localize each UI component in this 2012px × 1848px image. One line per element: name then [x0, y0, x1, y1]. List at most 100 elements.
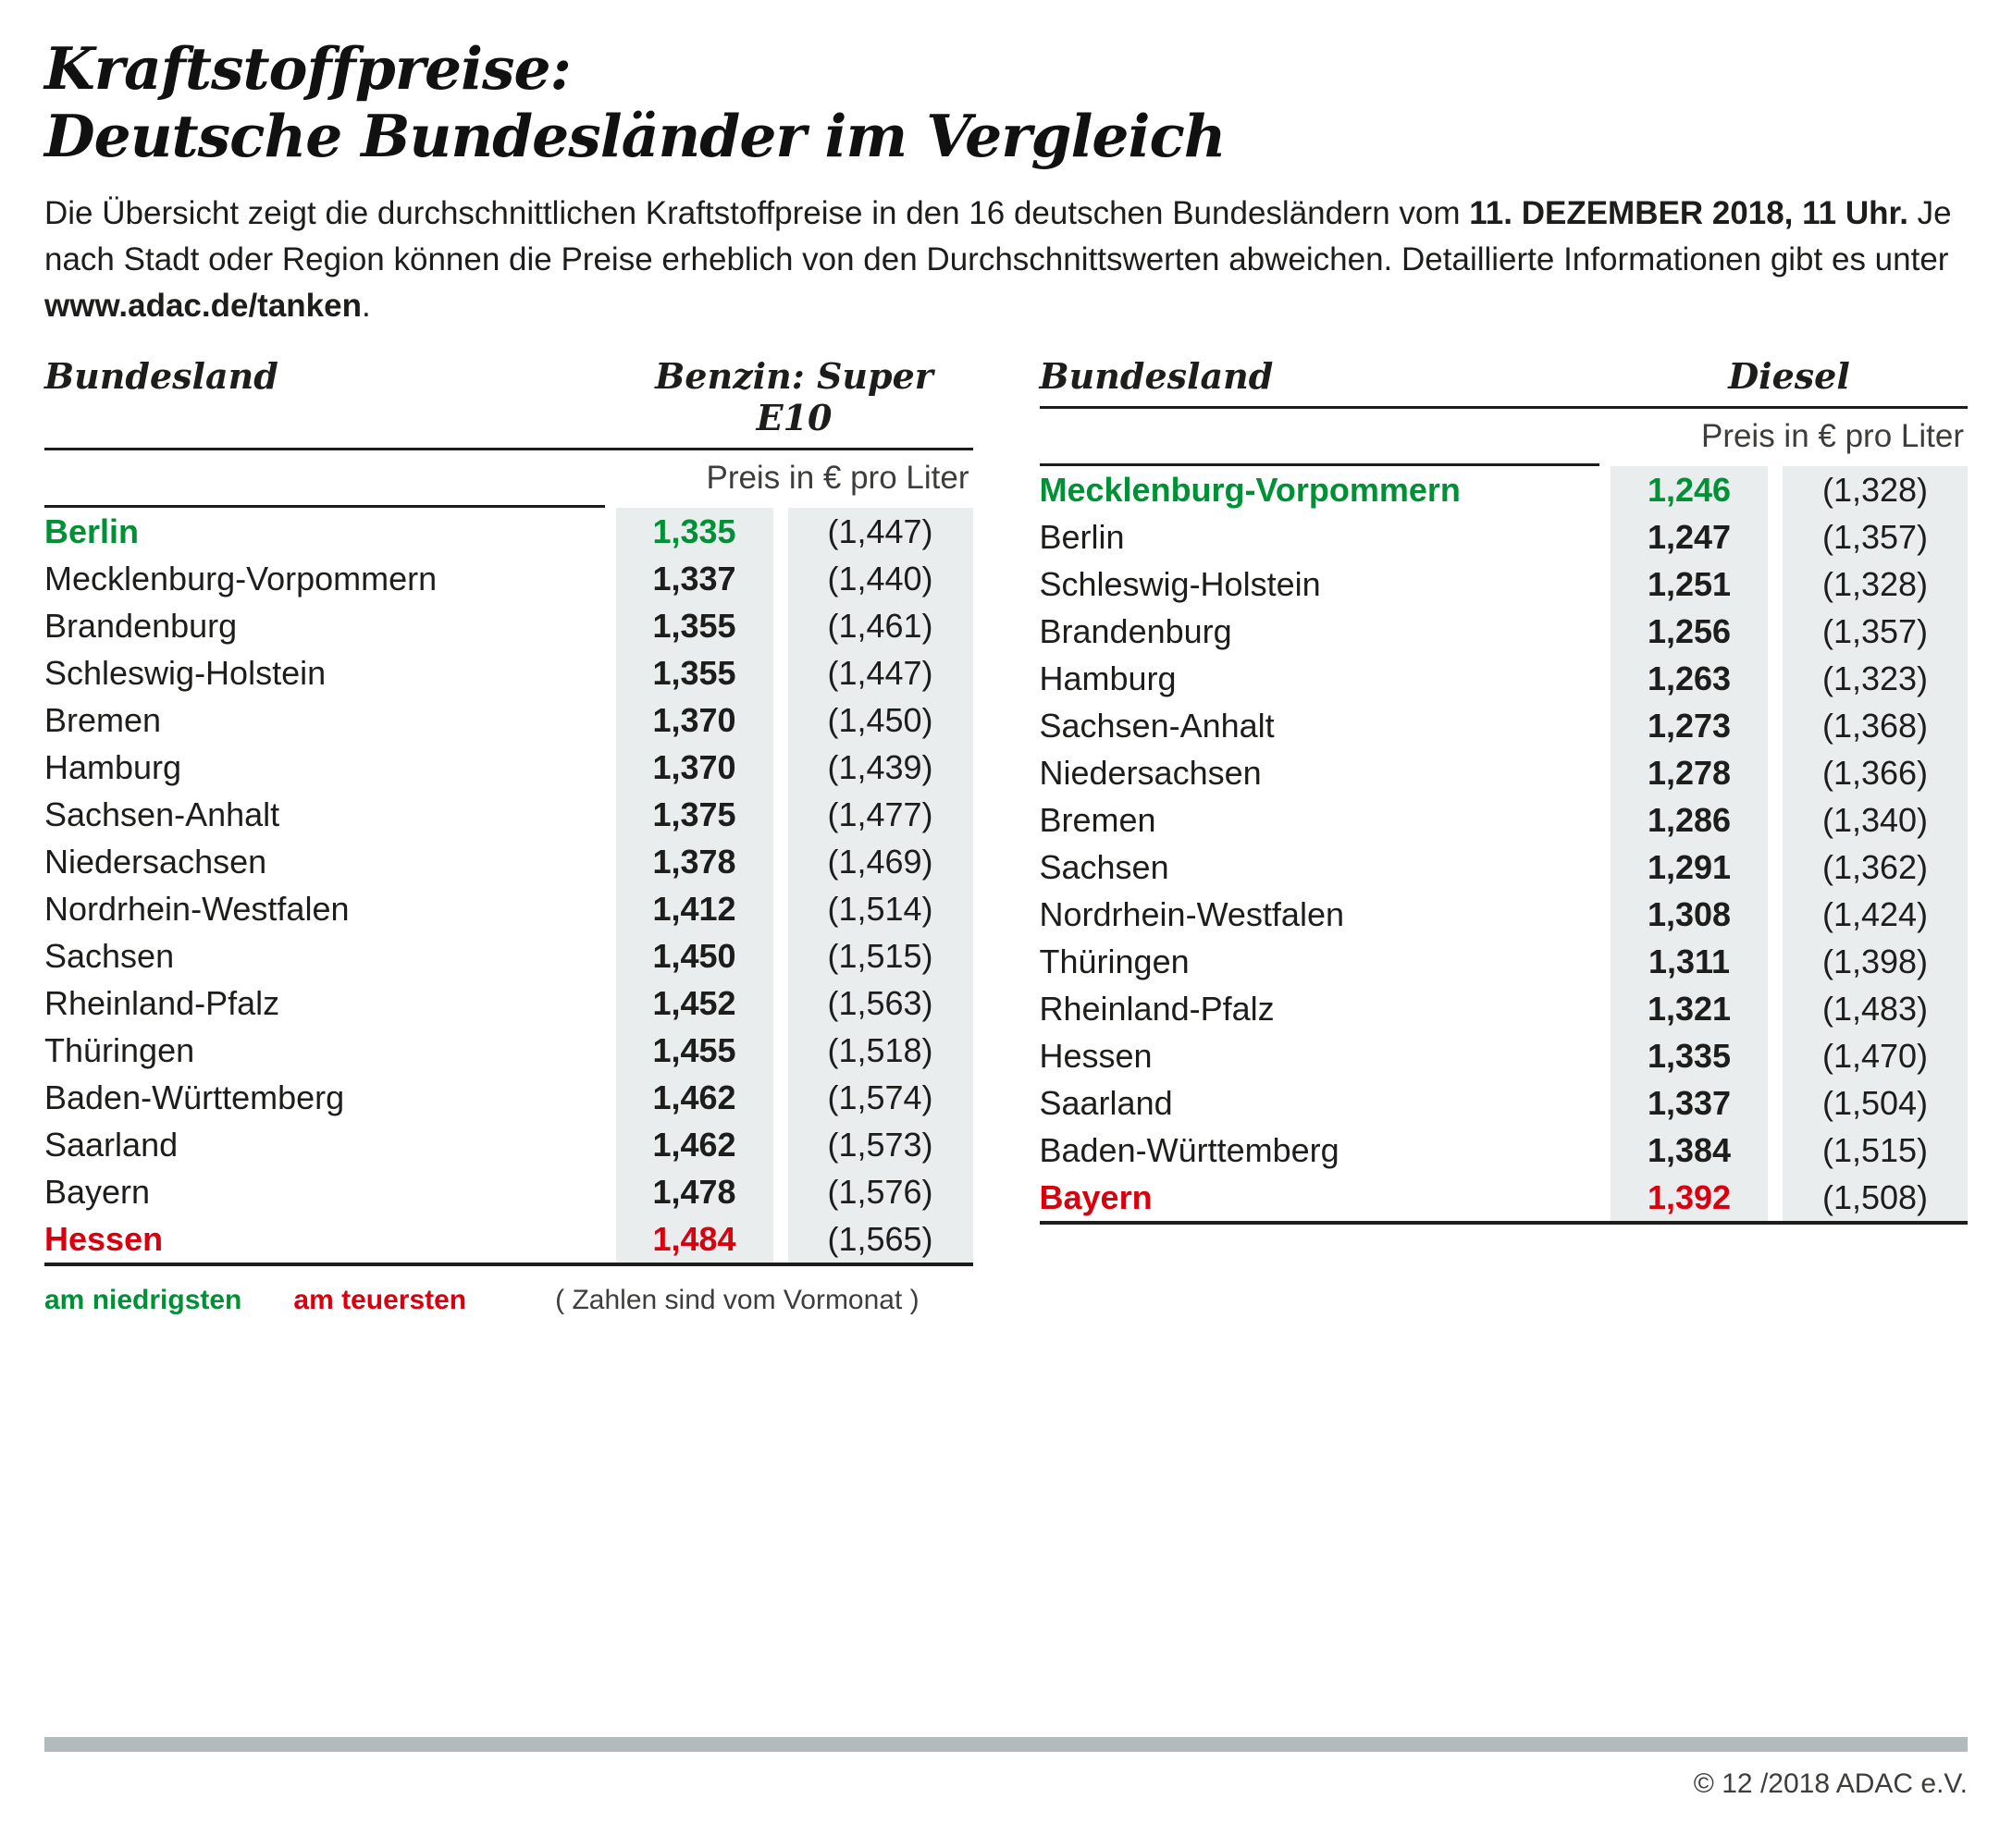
- table-row: Hamburg 1,370 (1,439): [44, 744, 973, 792]
- current-price: 1,370: [615, 696, 773, 745]
- table-row: Bayern 1,392 (1,508): [1040, 1174, 1968, 1222]
- copyright-text: © 12 /2018 ADAC e.V.: [1693, 1768, 1968, 1799]
- column-gap: [1768, 655, 1783, 702]
- state-name: Rheinland-Pfalz: [44, 983, 280, 1022]
- column-gap: [1768, 1079, 1783, 1127]
- previous-month-price: (1,565): [787, 1215, 973, 1263]
- table-row: Rheinland-Pfalz 1,452 (1,563): [44, 979, 973, 1028]
- column-gap: [1768, 1127, 1783, 1174]
- state-name: Hessen: [44, 1219, 164, 1258]
- current-price: 1,278: [1611, 749, 1768, 797]
- previous-month-price: (1,518): [787, 1027, 973, 1075]
- table-row: Niedersachsen 1,278 (1,366): [1040, 749, 1968, 797]
- column-gap: [1768, 844, 1783, 891]
- previous-month-price: (1,447): [787, 508, 973, 556]
- previous-month-price: (1,504): [1783, 1079, 1968, 1127]
- previous-month-price: (1,574): [787, 1074, 973, 1122]
- column-gap: [773, 1168, 788, 1215]
- title-line-2: Deutsche Bundesländer im Vergleich: [44, 102, 1227, 171]
- previous-month-price: (1,368): [1783, 702, 1968, 750]
- previous-month-price: (1,340): [1783, 796, 1968, 844]
- current-price: 1,370: [615, 744, 773, 792]
- previous-month-price: (1,563): [787, 979, 973, 1028]
- current-price: 1,452: [615, 979, 773, 1028]
- previous-month-price: (1,328): [1783, 561, 1968, 609]
- state-name: Sachsen-Anhalt: [1039, 706, 1275, 745]
- header-rule: [1039, 409, 1599, 467]
- state-name: Hamburg: [44, 747, 182, 786]
- table-row: Thüringen 1,455 (1,518): [44, 1027, 973, 1075]
- diesel-table-subheader: Preis in € pro Liter: [1039, 409, 1969, 467]
- column-header-bundesland: Bundesland: [44, 355, 278, 398]
- table-row: Mecklenburg-Vorpommern 1,337 (1,440): [44, 555, 973, 603]
- column-gap: [1768, 466, 1783, 513]
- current-price: 1,455: [615, 1027, 773, 1075]
- state-name: Sachsen: [1039, 847, 1169, 886]
- infographic-page: Kraftstoffpreise: Deutsche Bundesländer …: [44, 34, 1968, 1316]
- current-price: 1,251: [1611, 561, 1768, 609]
- column-gap: [1768, 608, 1783, 655]
- price-tables: Bundesland Benzin: Super E10 Preis in € …: [44, 355, 1968, 1316]
- table-row: Bremen 1,370 (1,450): [44, 696, 973, 745]
- table-row: Rheinland-Pfalz 1,321 (1,483): [1040, 985, 1968, 1033]
- state-name: Baden-Württemberg: [1039, 1130, 1339, 1169]
- price-unit-label: Preis in € pro Liter: [706, 460, 969, 497]
- current-price: 1,246: [1611, 466, 1768, 514]
- table-row: Bayern 1,478 (1,576): [44, 1168, 973, 1216]
- column-header-bundesland: Bundesland: [1039, 355, 1274, 398]
- column-gap: [1768, 796, 1783, 844]
- previous-month-price: (1,398): [1783, 938, 1968, 986]
- title-line-1: Kraftstoffpreise:: [44, 34, 572, 103]
- column-gap: [773, 791, 788, 838]
- column-gap: [1768, 702, 1783, 749]
- table-row: Saarland 1,337 (1,504): [1040, 1079, 1968, 1127]
- table-row: Brandenburg 1,256 (1,357): [1039, 608, 1968, 656]
- previous-month-price: (1,439): [787, 744, 973, 792]
- column-gap: [773, 885, 788, 932]
- column-gap: [1768, 1174, 1783, 1221]
- state-name: Brandenburg: [1039, 611, 1232, 650]
- page-title: Kraftstoffpreise: Deutsche Bundesländer …: [44, 34, 1968, 171]
- current-price: 1,335: [1611, 1032, 1768, 1080]
- current-price: 1,384: [1611, 1127, 1768, 1175]
- table-row: Mecklenburg-Vorpommern 1,246 (1,328): [1039, 466, 1968, 514]
- state-name: Sachsen: [44, 936, 175, 975]
- diesel-rows: Mecklenburg-Vorpommern 1,246 (1,328) Berlin…: [1039, 466, 1968, 1226]
- column-gap: [1768, 513, 1783, 561]
- intro-url: www.adac.de/tanken: [44, 288, 362, 325]
- previous-month-price: (1,323): [1783, 655, 1968, 703]
- current-price: 1,247: [1611, 513, 1768, 561]
- previous-month-price: (1,447): [787, 649, 973, 697]
- state-name: Thüringen: [1039, 942, 1190, 980]
- column-gap: [773, 696, 788, 744]
- intro-text-1: Die Übersicht zeigt die durchschnittlich…: [44, 195, 1470, 232]
- previous-month-price: (1,573): [787, 1121, 973, 1169]
- current-price: 1,462: [615, 1074, 773, 1122]
- table-row: Schleswig-Holstein 1,251 (1,328): [1040, 561, 1968, 609]
- current-price: 1,462: [615, 1121, 773, 1169]
- state-name: Mecklenburg-Vorpommern: [1039, 470, 1461, 509]
- current-price: 1,256: [1611, 608, 1768, 656]
- benzin-table-subheader: Preis in € pro Liter: [44, 450, 973, 509]
- column-gap: [773, 1027, 788, 1074]
- benzin-table-header: Bundesland Benzin: Super E10: [44, 355, 973, 451]
- current-price: 1,308: [1611, 891, 1768, 939]
- column-gap: [773, 744, 788, 791]
- state-name: Nordrhein-Westfalen: [44, 889, 350, 928]
- previous-month-price: (1,366): [1783, 749, 1968, 797]
- state-name: Schleswig-Holstein: [44, 653, 327, 692]
- benzin-rows: Berlin 1,335 (1,447) Mecklenburg-Vorpommern…: [44, 508, 973, 1267]
- column-gap: [773, 979, 788, 1027]
- table-row: Nordrhein-Westfalen 1,308 (1,424): [1040, 891, 1968, 939]
- header-rule: [44, 450, 605, 509]
- column-gap: [773, 838, 788, 885]
- diesel-table: Bundesland Diesel Preis in € pro Liter M…: [1039, 355, 1969, 1316]
- previous-month-price: (1,328): [1783, 466, 1968, 514]
- intro-paragraph: Die Übersicht zeigt die durchschnittlich…: [44, 191, 1968, 329]
- current-price: 1,412: [615, 885, 773, 933]
- current-price: 1,355: [615, 649, 773, 697]
- current-price: 1,337: [1611, 1079, 1768, 1127]
- current-price: 1,484: [615, 1215, 773, 1263]
- column-gap: [773, 1215, 788, 1263]
- state-name: Baden-Württemberg: [44, 1078, 345, 1116]
